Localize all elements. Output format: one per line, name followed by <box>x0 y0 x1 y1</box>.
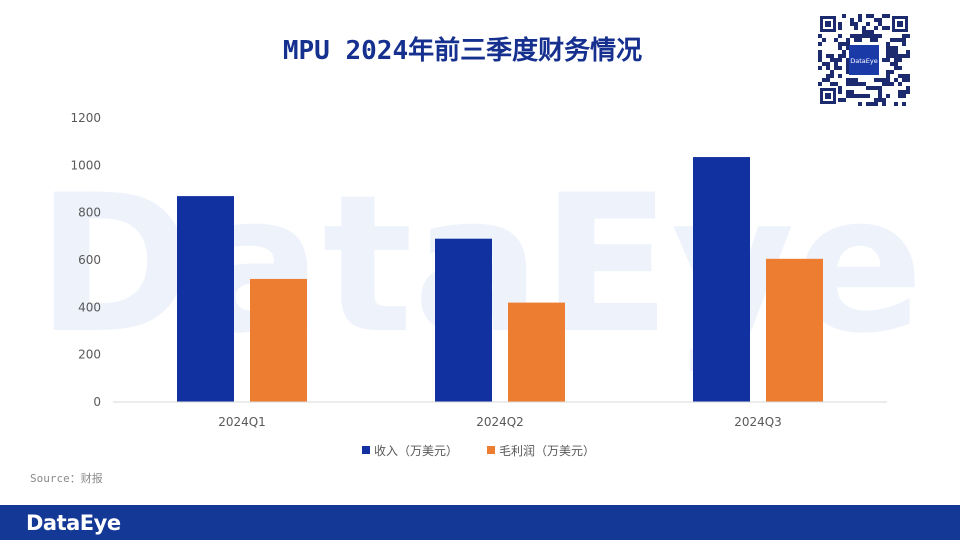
y-tick-label: 0 <box>93 395 101 409</box>
bar-revenue <box>693 157 750 402</box>
source-note: Source：财报 <box>30 472 103 485</box>
bar-revenue <box>177 196 234 402</box>
x-tick-label: 2024Q2 <box>476 415 524 429</box>
legend-label: 毛利润（万美元） <box>499 444 595 458</box>
y-tick-label: 1000 <box>70 158 101 172</box>
footer-logo: DataEye <box>26 511 121 535</box>
bar-gross-profit <box>250 278 307 402</box>
footer-bar: DataEye <box>0 505 960 540</box>
qr-code: DataEye <box>818 14 910 106</box>
x-tick-label: 2024Q3 <box>734 415 782 429</box>
x-tick-label: 2024Q1 <box>218 415 266 429</box>
legend-swatch <box>487 446 495 454</box>
y-tick-label: 1200 <box>70 111 101 125</box>
qr-center-logo: DataEye <box>850 57 877 65</box>
legend-label: 收入（万美元） <box>374 444 458 458</box>
y-tick-label: 800 <box>78 206 101 220</box>
y-tick-label: 600 <box>78 253 101 267</box>
bar-gross-profit <box>766 258 823 402</box>
chart-title: MPU 2024年前三季度财务情况 <box>282 36 643 66</box>
bar-revenue <box>435 238 492 402</box>
y-tick-label: 200 <box>78 348 101 362</box>
y-tick-label: 400 <box>78 300 101 314</box>
bar-gross-profit <box>508 302 565 402</box>
legend-swatch <box>362 446 370 454</box>
